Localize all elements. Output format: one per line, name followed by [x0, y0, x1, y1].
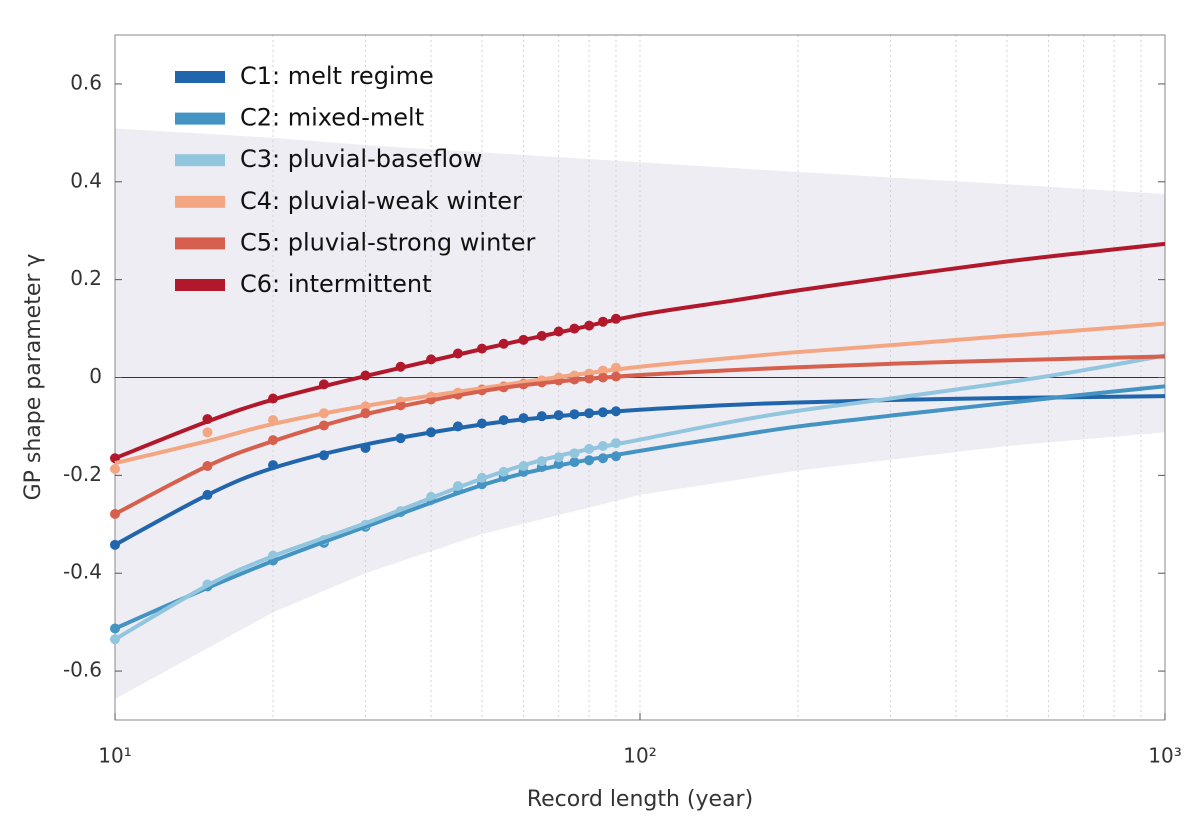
fit-line	[114, 321, 1166, 466]
legend-label: C5: pluvial-strong winter	[240, 228, 535, 256]
confidence-band	[115, 128, 1165, 699]
y-tick-label: 0	[89, 364, 102, 388]
x-tick-label: 10²	[623, 744, 656, 768]
legend-label: C3: pluvial-baseflow	[240, 145, 482, 173]
x-tick-label: 10¹	[98, 744, 131, 768]
legend-label: C4: pluvial-weak winter	[240, 187, 522, 215]
legend-swatch	[175, 237, 225, 250]
fit-line	[113, 353, 1166, 641]
legend-label: C1: melt regime	[240, 62, 434, 90]
data-point	[202, 427, 213, 438]
fit-line	[114, 394, 1166, 547]
y-tick-label: -0.2	[63, 462, 102, 486]
fit-line	[114, 384, 1166, 631]
fit-line	[114, 241, 1166, 461]
legend-swatch	[175, 71, 225, 83]
legend: C1: melt regime C2: mixed-melt C3: pluvial…	[175, 62, 535, 298]
x-tick-label: 10³	[1148, 744, 1181, 768]
y-tick-label: 0.6	[70, 70, 102, 94]
y-tick-label: -0.6	[63, 658, 102, 682]
y-axis-label: GP shape parameter γ	[21, 254, 46, 501]
legend-label: C6: intermittent	[240, 270, 432, 298]
legend-swatch	[175, 112, 225, 125]
y-tick-label: -0.4	[63, 560, 102, 584]
legend-swatch	[175, 195, 225, 208]
x-axis-label: Record length (year)	[527, 787, 753, 812]
data-point	[110, 463, 120, 474]
legend-swatch	[175, 154, 225, 167]
fit-line	[114, 354, 1166, 516]
legend-label: C2: mixed-melt	[240, 104, 424, 132]
y-tick-label: 0.2	[70, 266, 102, 290]
legend-swatch	[175, 279, 225, 291]
y-tick-label: 0.4	[70, 168, 102, 192]
